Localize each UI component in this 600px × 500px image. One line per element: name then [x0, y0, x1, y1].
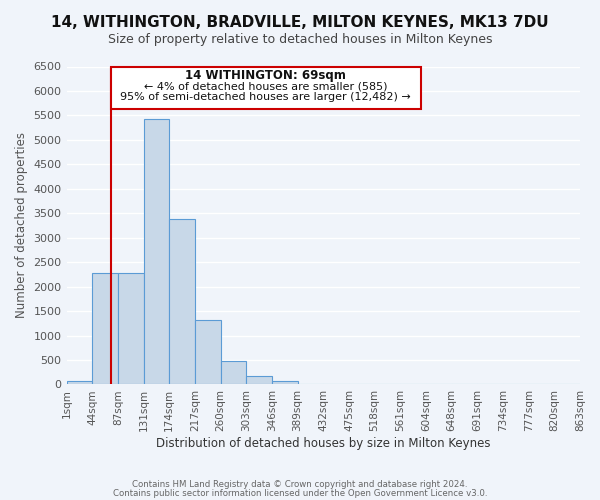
Bar	[143, 119, 169, 384]
X-axis label: Distribution of detached houses by size in Milton Keynes: Distribution of detached houses by size …	[156, 437, 491, 450]
Bar	[67, 381, 92, 384]
Text: 95% of semi-detached houses are larger (12,482) →: 95% of semi-detached houses are larger (…	[121, 92, 411, 102]
Text: Contains public sector information licensed under the Open Government Licence v3: Contains public sector information licen…	[113, 488, 487, 498]
Bar	[272, 381, 298, 384]
Text: ← 4% of detached houses are smaller (585): ← 4% of detached houses are smaller (585…	[144, 81, 388, 91]
Text: 14, WITHINGTON, BRADVILLE, MILTON KEYNES, MK13 7DU: 14, WITHINGTON, BRADVILLE, MILTON KEYNES…	[51, 15, 549, 30]
FancyBboxPatch shape	[110, 66, 421, 109]
Bar	[118, 273, 143, 384]
Bar	[246, 376, 272, 384]
Bar	[169, 219, 195, 384]
Bar	[195, 320, 221, 384]
Y-axis label: Number of detached properties: Number of detached properties	[15, 132, 28, 318]
Bar	[92, 273, 118, 384]
Text: Contains HM Land Registry data © Crown copyright and database right 2024.: Contains HM Land Registry data © Crown c…	[132, 480, 468, 489]
Bar	[221, 361, 246, 384]
Text: Size of property relative to detached houses in Milton Keynes: Size of property relative to detached ho…	[108, 32, 492, 46]
Text: 14 WITHINGTON: 69sqm: 14 WITHINGTON: 69sqm	[185, 70, 346, 82]
